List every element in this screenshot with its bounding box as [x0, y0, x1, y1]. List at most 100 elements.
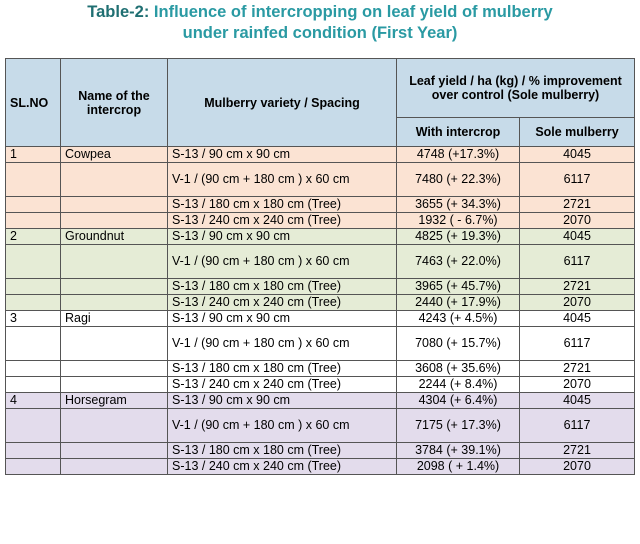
cell-intercrop: [60, 442, 168, 459]
table-row: S-13 / 180 cm x 180 cm (Tree) 3655 (+ 34.…: [5, 196, 636, 213]
cell-intercrop: Horsegram: [60, 392, 168, 409]
cell-sole-mulberry: 6117: [518, 244, 636, 279]
title-line-1: Table-2: Influence of intercropping on l…: [0, 2, 640, 23]
cell-slno: [5, 326, 61, 361]
table-row: S-13 / 180 cm x 180 cm (Tree) 3965 (+ 45.…: [5, 278, 636, 295]
table-row: V-1 / (90 cm + 180 cm ) x 60 cm 7080 (+ 1…: [5, 326, 636, 361]
title-text-line-1: Influence of intercropping on leaf yield…: [153, 3, 553, 21]
cell-with-intercrop: 4243 (+ 4.5%): [396, 310, 520, 327]
cell-spacing: S-13 / 180 cm x 180 cm (Tree): [167, 360, 397, 377]
cell-spacing: S-13 / 90 cm x 90 cm: [167, 392, 397, 409]
header-leaf-yield: Leaf yield / ha (kg) / % improvement ove…: [395, 58, 636, 118]
cell-slno: 4: [5, 392, 61, 409]
table-row: S-13 / 240 cm x 240 cm (Tree) 2440 (+ 17.…: [5, 294, 636, 311]
cell-with-intercrop: 7080 (+ 15.7%): [396, 326, 520, 361]
cell-spacing: S-13 / 240 cm x 240 cm (Tree): [167, 294, 397, 311]
cell-spacing: S-13 / 240 cm x 240 cm (Tree): [167, 458, 397, 475]
cell-spacing: S-13 / 180 cm x 180 cm (Tree): [167, 278, 397, 295]
cell-with-intercrop: 3655 (+ 34.3%): [396, 196, 520, 213]
cell-slno: [5, 278, 61, 295]
cell-spacing: V-1 / (90 cm + 180 cm ) x 60 cm: [167, 408, 397, 443]
cell-sole-mulberry: 2721: [518, 278, 636, 295]
yield-table: SL.NO Name of the intercrop Mulberry var…: [5, 58, 636, 475]
cell-spacing: S-13 / 90 cm x 90 cm: [167, 310, 397, 327]
table-row: S-13 / 240 cm x 240 cm (Tree) 1932 ( - 6.…: [5, 212, 636, 229]
cell-intercrop: [60, 408, 168, 443]
cell-spacing: S-13 / 240 cm x 240 cm (Tree): [167, 376, 397, 393]
cell-sole-mulberry: 6117: [518, 162, 636, 197]
cell-sole-mulberry: 4045: [518, 146, 636, 163]
table-row: 1 Cowpea S-13 / 90 cm x 90 cm 4748 (+17.3%)…: [5, 146, 636, 163]
cell-sole-mulberry: 6117: [518, 408, 636, 443]
table-row: S-13 / 180 cm x 180 cm (Tree) 3784 (+ 39.…: [5, 442, 636, 459]
cell-sole-mulberry: 4045: [518, 392, 636, 409]
cell-sole-mulberry: 4045: [518, 228, 636, 245]
cell-spacing: V-1 / (90 cm + 180 cm ) x 60 cm: [167, 244, 397, 279]
cell-spacing: V-1 / (90 cm + 180 cm ) x 60 cm: [167, 326, 397, 361]
cell-intercrop: [60, 196, 168, 213]
cell-spacing: S-13 / 180 cm x 180 cm (Tree): [167, 196, 397, 213]
cell-intercrop: Cowpea: [60, 146, 168, 163]
title-prefix: Table-2:: [87, 3, 150, 21]
cell-with-intercrop: 7175 (+ 17.3%): [396, 408, 520, 443]
cell-with-intercrop: 2244 (+ 8.4%): [396, 376, 520, 393]
table-row: V-1 / (90 cm + 180 cm ) x 60 cm 7480 (+ 2…: [5, 162, 636, 197]
cell-slno: 2: [5, 228, 61, 245]
table-body: 1 Cowpea S-13 / 90 cm x 90 cm 4748 (+17.3%)…: [5, 146, 636, 475]
cell-sole-mulberry: 2070: [518, 212, 636, 229]
header-variety: Mulberry variety / Spacing: [167, 58, 397, 147]
cell-sole-mulberry: 2070: [518, 294, 636, 311]
cell-spacing: S-13 / 180 cm x 180 cm (Tree): [167, 442, 397, 459]
cell-with-intercrop: 4304 (+ 6.4%): [396, 392, 520, 409]
table-row: S-13 / 240 cm x 240 cm (Tree) 2244 (+ 8.4…: [5, 376, 636, 393]
table-row: 4 Horsegram S-13 / 90 cm x 90 cm 4304 (+ 6.…: [5, 392, 636, 409]
cell-slno: [5, 360, 61, 377]
cell-intercrop: Groundnut: [60, 228, 168, 245]
header-with-intercrop: With intercrop: [396, 117, 520, 147]
cell-with-intercrop: 3965 (+ 45.7%): [396, 278, 520, 295]
table-row: S-13 / 240 cm x 240 cm (Tree) 2098 ( + 1.…: [5, 458, 636, 475]
cell-intercrop: [60, 376, 168, 393]
cell-with-intercrop: 3784 (+ 39.1%): [396, 442, 520, 459]
cell-slno: 1: [5, 146, 61, 163]
table-title: Table-2: Influence of intercropping on l…: [0, 2, 640, 44]
cell-with-intercrop: 1932 ( - 6.7%): [396, 212, 520, 229]
cell-slno: 3: [5, 310, 61, 327]
cell-with-intercrop: 7480 (+ 22.3%): [396, 162, 520, 197]
cell-intercrop: [60, 278, 168, 295]
cell-intercrop: [60, 212, 168, 229]
cell-intercrop: [60, 326, 168, 361]
table-row: V-1 / (90 cm + 180 cm ) x 60 cm 7175 (+ 1…: [5, 408, 636, 443]
cell-intercrop: [60, 162, 168, 197]
table-row: 3 Ragi S-13 / 90 cm x 90 cm 4243 (+ 4.5%) 40…: [5, 310, 636, 327]
cell-spacing: S-13 / 240 cm x 240 cm (Tree): [167, 212, 397, 229]
cell-intercrop: [60, 294, 168, 311]
cell-sole-mulberry: 2070: [518, 376, 636, 393]
cell-slno: [5, 458, 61, 475]
cell-sole-mulberry: 6117: [518, 326, 636, 361]
cell-with-intercrop: 4748 (+17.3%): [396, 146, 520, 163]
cell-slno: [5, 442, 61, 459]
cell-spacing: S-13 / 90 cm x 90 cm: [167, 146, 397, 163]
cell-intercrop: Ragi: [60, 310, 168, 327]
header-intercrop: Name of the intercrop: [60, 58, 168, 147]
cell-spacing: V-1 / (90 cm + 180 cm ) x 60 cm: [167, 162, 397, 197]
cell-slno: [5, 162, 61, 197]
cell-with-intercrop: 3608 (+ 35.6%): [396, 360, 520, 377]
cell-sole-mulberry: 2721: [518, 360, 636, 377]
cell-sole-mulberry: 2070: [518, 458, 636, 475]
cell-intercrop: [60, 244, 168, 279]
cell-slno: [5, 376, 61, 393]
cell-intercrop: [60, 360, 168, 377]
cell-slno: [5, 212, 61, 229]
table-row: V-1 / (90 cm + 180 cm ) x 60 cm 7463 (+ 2…: [5, 244, 636, 279]
header-sole-mulberry: Sole mulberry: [518, 117, 636, 147]
table-row: 2 Groundnut S-13 / 90 cm x 90 cm 4825 (+ 19…: [5, 228, 636, 245]
cell-with-intercrop: 2098 ( + 1.4%): [396, 458, 520, 475]
title-line-2: under rainfed condition (First Year): [182, 24, 458, 42]
cell-spacing: S-13 / 90 cm x 90 cm: [167, 228, 397, 245]
cell-sole-mulberry: 2721: [518, 442, 636, 459]
cell-intercrop: [60, 458, 168, 475]
cell-sole-mulberry: 4045: [518, 310, 636, 327]
cell-with-intercrop: 7463 (+ 22.0%): [396, 244, 520, 279]
